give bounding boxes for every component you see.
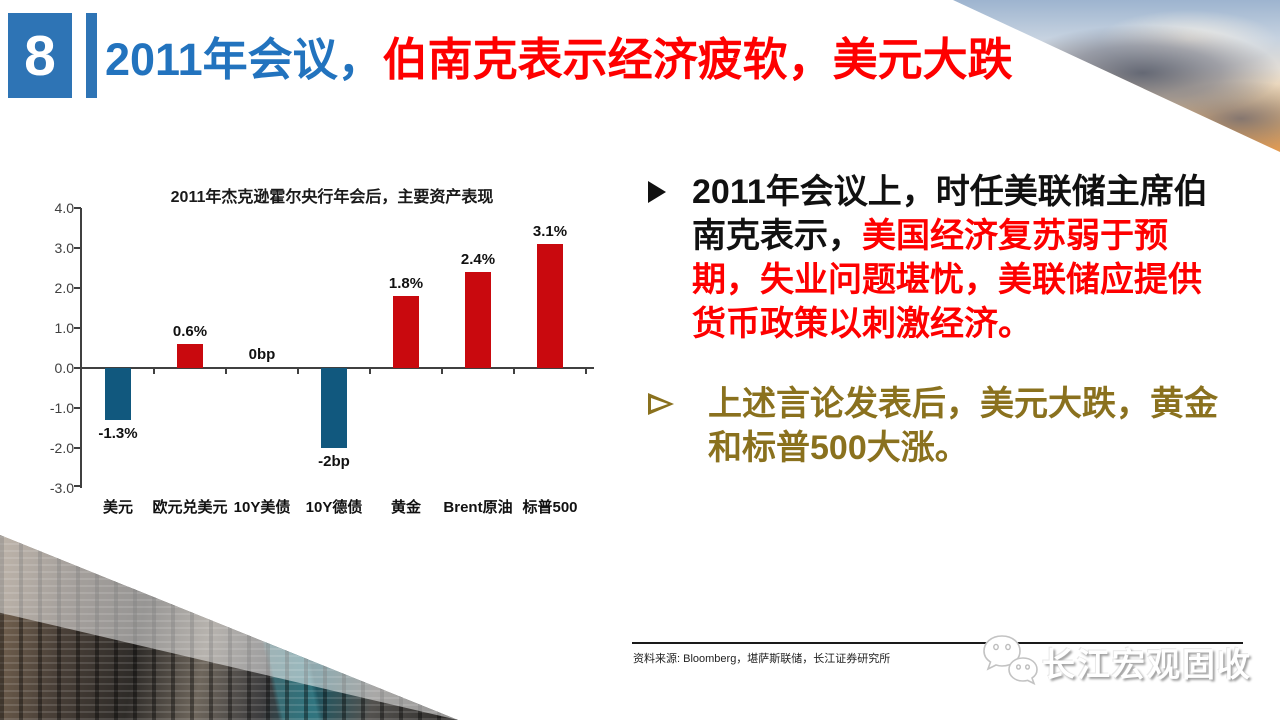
arrow-bullet-icon: [648, 382, 692, 415]
chart-plot-area: 4.0 3.0 2.0 1.0 0.0 -1.0 -2.0 -3.0 -1.3% 美元 0.6% 欧元…: [50, 200, 594, 516]
slide-title-segment-1: 伯南克表示经济疲软，美元大跌: [382, 34, 1013, 85]
bullet-text-segment: 美国经济复苏弱于预期，失业问题堪忧，美联储应提供货币政策以刺激经济。: [692, 217, 1202, 343]
chart-bar: [177, 344, 203, 368]
x-category-label: Brent原油: [443, 499, 513, 516]
y-tick-mark: [74, 367, 81, 369]
slide-title: 2011年会议， 伯南克表示经济疲软，美元大跌: [105, 13, 1013, 98]
bullet-text: 2011年会议上，时任美联储主席伯南克表示，美国经济复苏弱于预期，失业问题堪忧，…: [692, 170, 1212, 346]
bar-value-label: 1.8%: [388, 275, 424, 292]
x-tick-mark: [441, 369, 443, 374]
x-category-label: 标普500: [522, 499, 578, 516]
x-tick-mark: [153, 369, 155, 374]
x-tick-mark: [513, 369, 515, 374]
y-tick-label: -2.0: [49, 440, 74, 456]
y-tick-label: 3.0: [54, 240, 74, 256]
bullet-text-segment: 2011年会议上，时任美联储主席伯南克表示，: [692, 173, 1208, 255]
x-category-label: 10Y德债: [305, 499, 363, 516]
city-skyline-photo: [0, 535, 458, 720]
bullet-item: 2011年会议上，时任美联储主席伯南克表示，美国经济复苏弱于预期，失业问题堪忧，…: [648, 170, 1223, 346]
bullet-item: 上述言论发表后，美元大跌，黄金和标普500大涨。: [648, 382, 1223, 470]
y-tick-label: 0.0: [54, 360, 74, 376]
chart-bar: [393, 296, 419, 368]
title-accent-bar: [86, 13, 97, 98]
chart-title: 2011年杰克逊霍尔央行年会后，主要资产表现: [170, 189, 494, 206]
y-tick-label: -3.0: [49, 480, 74, 496]
x-category-label: 欧元兑美元: [152, 499, 228, 516]
y-tick-mark: [74, 407, 81, 409]
x-tick-mark: [585, 369, 587, 374]
bullet-text: 上述言论发表后，美元大跌，黄金和标普500大涨。: [692, 382, 1223, 470]
y-tick-label: 4.0: [54, 200, 74, 216]
slide-title-segment-0: 2011年会议，: [105, 34, 383, 85]
x-category-label: 10Y美债: [233, 499, 291, 516]
bar-value-label: 3.1%: [532, 223, 568, 240]
arrow-bullet-icon: [648, 170, 692, 203]
bullet-text-segment: 上述言论发表后，美元大跌，黄金和标普500大涨。: [708, 385, 1218, 467]
y-tick-label: -1.0: [49, 400, 74, 416]
y-tick-mark: [74, 287, 81, 289]
wechat-icon: [983, 635, 1038, 686]
y-tick-mark: [74, 447, 81, 449]
chart-bar: [321, 368, 347, 448]
footer-divider: [632, 642, 1243, 644]
bar-value-label: -1.3%: [98, 425, 138, 442]
city-fade-overlay: [0, 535, 458, 720]
x-category-label: 美元: [102, 499, 133, 516]
y-tick-mark: [74, 247, 81, 249]
y-tick-mark: [74, 485, 81, 487]
x-tick-mark: [297, 369, 299, 374]
y-tick-mark: [74, 207, 81, 209]
bar-value-label: 0.6%: [172, 323, 208, 340]
bar-value-label: 0bp: [248, 346, 276, 363]
chart-bar: [105, 368, 131, 420]
slide-number-badge: 8: [8, 13, 72, 98]
brand-logo: 长江宏观固收: [980, 628, 1252, 696]
x-category-label: 黄金: [390, 499, 421, 516]
y-tick-mark: [74, 327, 81, 329]
source-note: 资料来源: Bloomberg，堪萨斯联储，长江证券研究所: [633, 653, 891, 665]
chart-bar: [465, 272, 491, 368]
y-tick-label: 2.0: [54, 280, 74, 296]
bar-value-label: 2.4%: [460, 251, 496, 268]
x-tick-mark: [225, 369, 227, 374]
bar-value-label: -2bp: [318, 453, 350, 470]
chart-bar: [537, 244, 563, 368]
y-tick-label: 1.0: [54, 320, 74, 336]
x-tick-mark: [369, 369, 371, 374]
bullet-list: 2011年会议上，时任美联储主席伯南克表示，美国经济复苏弱于预期，失业问题堪忧，…: [648, 170, 1223, 506]
brand-logo-text: 长江宏观固收: [1042, 646, 1252, 683]
